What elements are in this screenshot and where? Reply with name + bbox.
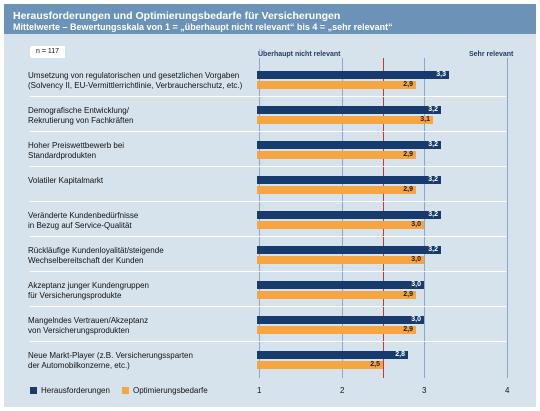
- legend-swatch-herausforderungen: [30, 387, 37, 395]
- x-tick-label: 1: [257, 386, 262, 395]
- data-label: 3,2: [428, 106, 438, 113]
- bar-herausforderungen: 3,2: [257, 106, 441, 114]
- x-tick-label: 2: [340, 386, 345, 395]
- data-label: 3,2: [428, 141, 438, 148]
- data-label: 3,2: [428, 211, 438, 218]
- category-label: Umsetzung von regulatorischen und gesetz…: [28, 71, 243, 90]
- bar-herausforderungen: 3,3: [257, 71, 449, 79]
- bar-optimierungsbedarfe: 3,1: [257, 116, 433, 124]
- data-label: 3,3: [436, 71, 446, 78]
- data-label: 2,9: [403, 291, 413, 298]
- row-separator: [30, 201, 506, 202]
- data-label: 3,2: [428, 246, 438, 253]
- chart-header: Herausforderungen und Optimierungsbedarf…: [4, 4, 536, 34]
- data-label: 3,0: [411, 316, 421, 323]
- category-label: Demografische Entwicklung/ Rekrutierung …: [28, 106, 134, 125]
- bar-optimierungsbedarfe: 3,0: [257, 256, 424, 264]
- scale-label-high: Sehr relevant: [469, 51, 514, 58]
- bar-optimierungsbedarfe: 2,9: [257, 291, 416, 299]
- gridline-4: [507, 58, 508, 378]
- bar-herausforderungen: 3,2: [257, 176, 441, 184]
- bar-optimierungsbedarfe: 2,9: [257, 326, 416, 334]
- bar-optimierungsbedarfe: 2,5: [257, 361, 383, 369]
- data-label: 2,9: [403, 81, 413, 88]
- legend-item-optimierungsbedarfe: Optimierungsbedarfe: [122, 386, 208, 395]
- row-separator: [30, 131, 506, 132]
- x-tick-label: 3: [422, 386, 427, 395]
- bar-optimierungsbedarfe: 3,0: [257, 221, 424, 229]
- row-separator: [30, 166, 506, 167]
- chart-title: Herausforderungen und Optimierungsbedarf…: [13, 10, 341, 22]
- bar-optimierungsbedarfe: 2,9: [257, 151, 416, 159]
- category-label: Hoher Preiswettbewerb bei Standardproduk…: [28, 141, 125, 160]
- bar-herausforderungen: 3,0: [257, 281, 424, 289]
- x-tick-label: 4: [505, 386, 510, 395]
- row-separator: [30, 236, 506, 237]
- data-label: 2,9: [403, 186, 413, 193]
- category-label: Volatiler Kapitalmarkt: [28, 176, 104, 185]
- bar-optimierungsbedarfe: 2,9: [257, 81, 416, 89]
- legend-label-optimierungsbedarfe: Optimierungsbedarfe: [133, 386, 208, 395]
- data-label: 3,0: [411, 281, 421, 288]
- bar-herausforderungen: 3,2: [257, 246, 441, 254]
- category-label: Neue Markt-Player (z.B. Versicherungsspa…: [28, 351, 193, 370]
- category-label: Rückläufige Kundenloyalität/steigende We…: [28, 246, 164, 265]
- bar-herausforderungen: 3,2: [257, 211, 441, 219]
- sample-size-badge: n = 117: [30, 46, 65, 58]
- row-separator: [30, 271, 506, 272]
- data-label: 2,8: [395, 351, 405, 358]
- data-label: 2,9: [403, 151, 413, 158]
- bar-herausforderungen: 3,2: [257, 141, 441, 149]
- bar-optimierungsbedarfe: 2,9: [257, 186, 416, 194]
- chart-subtitle: Mittelwerte – Bewertungsskala von 1 = „ü…: [13, 22, 393, 32]
- data-label: 2,9: [403, 326, 413, 333]
- row-separator: [30, 306, 506, 307]
- bar-herausforderungen: 2,8: [257, 351, 408, 359]
- data-label: 3,0: [411, 256, 421, 263]
- data-label: 3,1: [420, 116, 430, 123]
- scale-label-low: Überhaupt nicht relevant: [258, 51, 341, 58]
- row-separator: [30, 341, 506, 342]
- legend-item-herausforderungen: Herausforderungen: [30, 386, 110, 395]
- data-label: 3,0: [411, 221, 421, 228]
- category-label: Veränderte Kundenbedürfnisse in Bezug au…: [28, 211, 139, 230]
- data-label: 2,5: [370, 361, 380, 368]
- legend-label-herausforderungen: Herausforderungen: [41, 386, 110, 395]
- category-label: Akzeptanz junger Kundengruppen für Versi…: [28, 281, 149, 300]
- row-separator: [30, 96, 506, 97]
- legend-swatch-optimierungsbedarfe: [122, 387, 129, 395]
- category-label: Mangelndes Vertrauen/Akzeptanz von Versi…: [28, 316, 149, 335]
- data-label: 3,2: [428, 176, 438, 183]
- bar-herausforderungen: 3,0: [257, 316, 424, 324]
